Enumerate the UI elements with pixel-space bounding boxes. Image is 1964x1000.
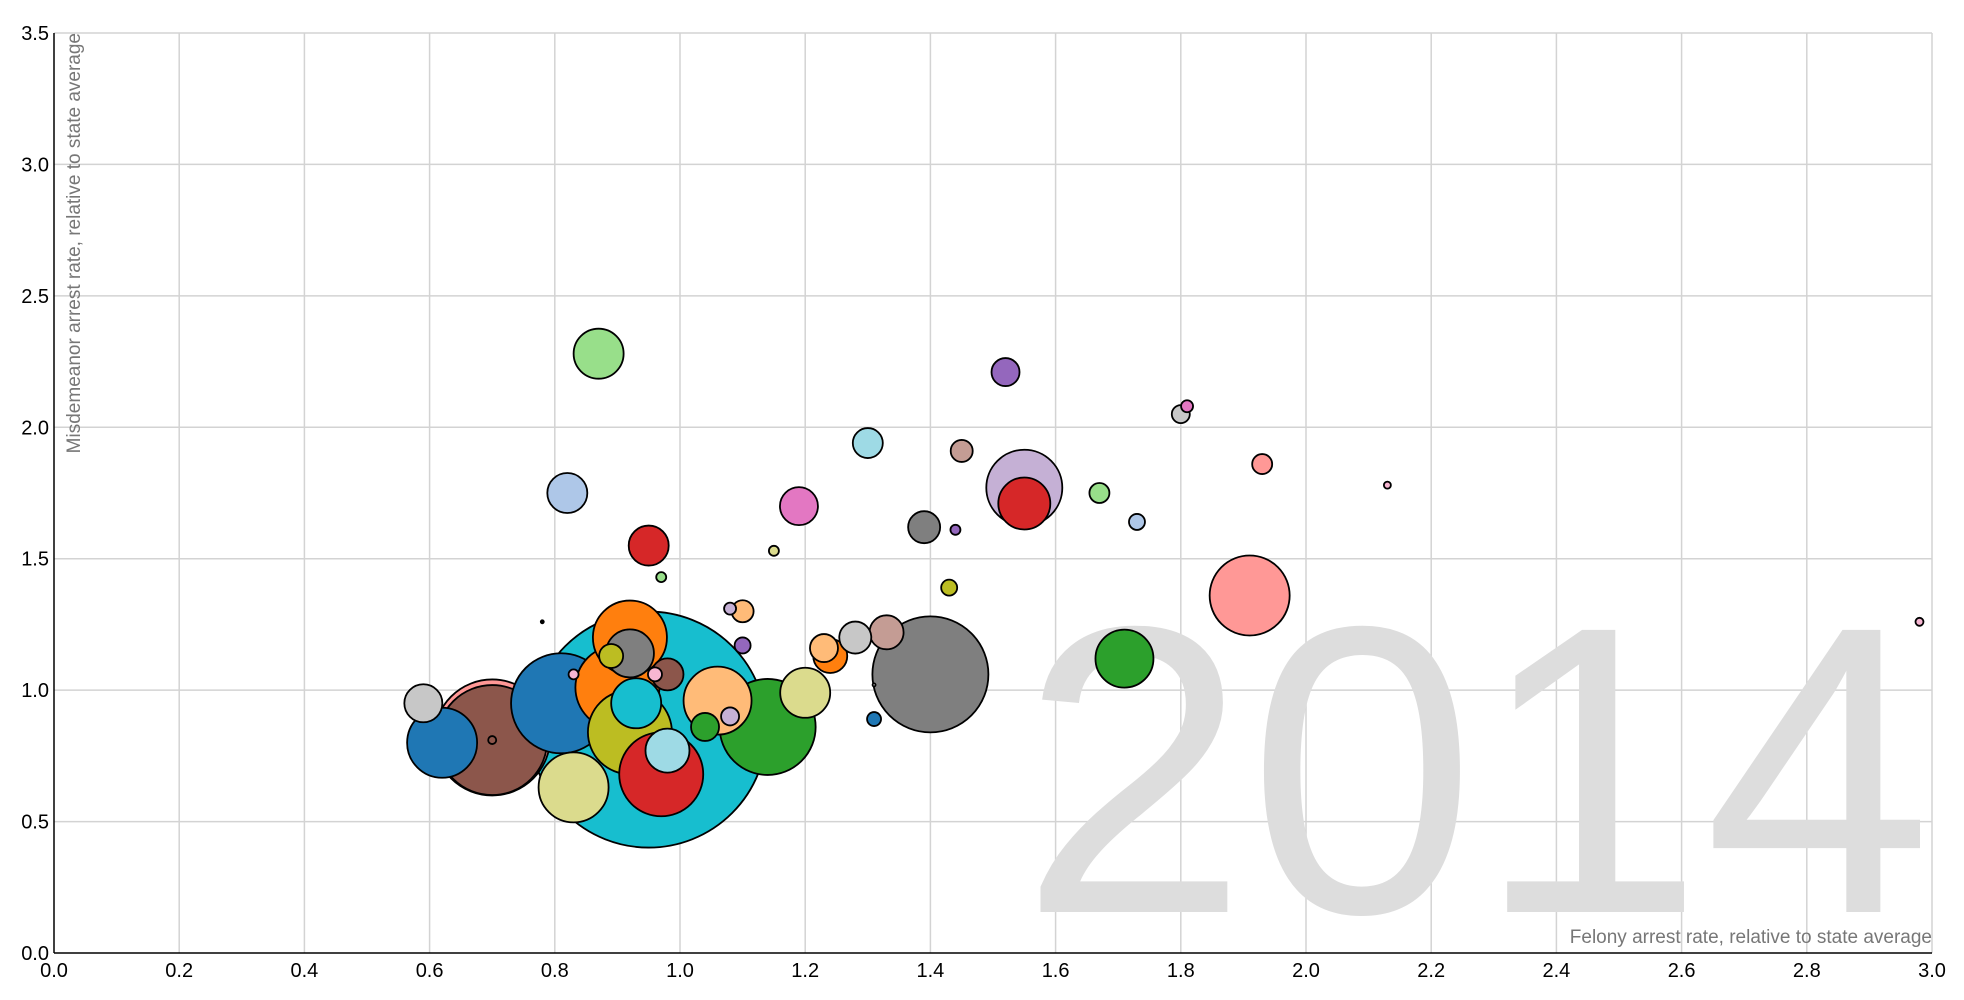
x-tick-label: 0.0 <box>40 960 68 982</box>
y-tick-label: 1.0 <box>21 680 49 702</box>
bubble-point <box>1094 628 1155 689</box>
bubble-point <box>403 683 444 724</box>
x-tick-label: 1.6 <box>1042 960 1070 982</box>
bubble-point <box>720 706 740 727</box>
bubble-point <box>940 578 959 597</box>
bubble-point <box>871 615 990 734</box>
bubble-point <box>768 544 780 557</box>
bubble-point <box>644 727 691 774</box>
bubble-point <box>567 668 580 681</box>
bubble-point <box>598 643 625 669</box>
x-tick-label: 0.8 <box>541 960 569 982</box>
bubble-point <box>572 327 625 380</box>
bubble-point <box>1088 482 1111 504</box>
bubble-point <box>733 636 752 655</box>
bubble-point <box>690 712 720 742</box>
bubble-point <box>779 486 819 527</box>
x-tick-label: 1.8 <box>1167 960 1195 982</box>
bubble-point <box>539 619 545 625</box>
x-tick-label: 2.6 <box>1668 960 1696 982</box>
bubble-point <box>1914 616 1925 627</box>
bubble-point <box>1382 480 1392 490</box>
bubble-point <box>723 601 737 616</box>
y-tick-label: 3.5 <box>21 23 49 45</box>
bubble-point <box>866 711 882 727</box>
x-tick-label: 3.0 <box>1918 960 1946 982</box>
bubbles-layer <box>403 327 1925 849</box>
bubble-point <box>537 751 610 824</box>
bubble-point <box>851 427 884 459</box>
x-tick-label: 0.4 <box>290 960 318 982</box>
x-axis-title: Felony arrest rate, relative to state av… <box>1570 927 1932 948</box>
bubble-point <box>487 735 498 745</box>
x-tick-label: 1.0 <box>666 960 694 982</box>
bubble-point <box>809 633 839 663</box>
bubble-point <box>1128 513 1146 531</box>
y-tick-label: 2.5 <box>21 286 49 308</box>
bubble-point <box>949 523 962 536</box>
year-label: 2014 <box>1020 541 1932 999</box>
x-tick-label: 2.2 <box>1417 960 1445 982</box>
x-tick-label: 1.4 <box>916 960 944 982</box>
x-tick-label: 0.6 <box>416 960 444 982</box>
y-tick-label: 0.0 <box>21 943 49 965</box>
y-axis-title: Misdemeanor arrest rate, relative to sta… <box>64 33 85 453</box>
bubble-point <box>647 666 663 683</box>
x-tick-label: 2.0 <box>1292 960 1320 982</box>
y-tick-label: 1.5 <box>21 549 49 571</box>
bubble-point <box>1208 554 1291 637</box>
bubble-point <box>949 439 974 463</box>
axes <box>53 33 1932 954</box>
bubble-point <box>610 677 663 730</box>
bubble-point <box>546 472 589 514</box>
bubble-point <box>1251 453 1274 475</box>
bubble-point <box>1180 399 1194 414</box>
y-tick-label: 2.0 <box>21 417 49 439</box>
bubble-point <box>990 357 1021 387</box>
bubble-point <box>655 571 668 584</box>
grid-lines <box>54 32 1933 953</box>
y-tick-label: 3.0 <box>21 154 49 176</box>
bubble-point <box>907 510 942 545</box>
x-tick-label: 0.2 <box>165 960 193 982</box>
bubble-point <box>838 620 873 655</box>
bubble-point <box>627 524 670 567</box>
bubble-point <box>871 682 877 688</box>
tick-labels: 0.0 0.2 0.4 0.6 0.8 1.0 1.2 1.4 1.6 1.8 2.0 2.2 2.4 2… <box>21 23 1946 982</box>
x-tick-label: 2.4 <box>1542 960 1570 982</box>
bubble-point <box>997 476 1052 531</box>
y-tick-label: 0.5 <box>21 812 49 834</box>
x-tick-label: 1.2 <box>791 960 819 982</box>
bubble-point <box>779 666 832 719</box>
x-tick-label: 2.8 <box>1793 960 1821 982</box>
bubble-point <box>868 614 905 651</box>
